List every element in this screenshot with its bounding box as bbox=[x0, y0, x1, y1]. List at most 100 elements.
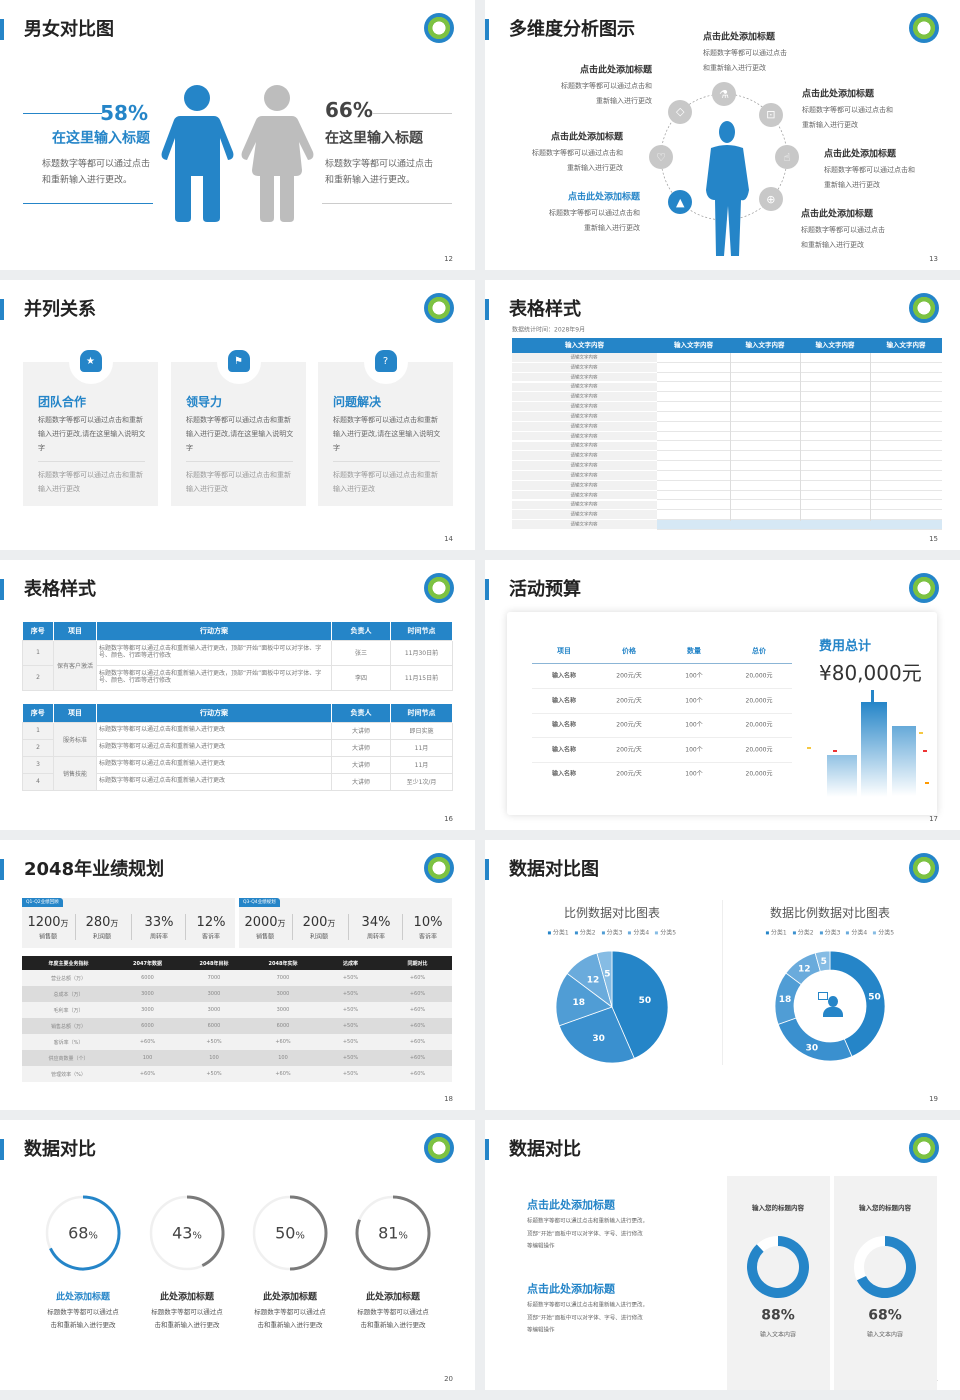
table-cell: +60% bbox=[383, 1018, 452, 1034]
divider-line bbox=[23, 203, 153, 204]
title-accent-bar bbox=[485, 579, 489, 600]
low-building bbox=[827, 755, 857, 797]
card-sub-text: 标题数字等都可以通过点击和重新输入进行更改 bbox=[333, 471, 438, 493]
legend-swatch bbox=[873, 931, 877, 935]
period-tag: Q1-Q2业绩回顾 bbox=[22, 898, 63, 907]
deadline: 11月30日前 bbox=[390, 639, 453, 666]
stat-value: 1200万 bbox=[27, 915, 68, 931]
title-accent-bar bbox=[485, 859, 489, 880]
data-label: 30 bbox=[806, 1044, 819, 1054]
deadline: 即日实施 bbox=[390, 721, 453, 740]
legend-item: 分类2 bbox=[574, 929, 596, 936]
slide-18[interactable]: 2048年业绩规划 18 Q1-Q2业绩回顾 1200万 销售额 280万 利润额 33% 周转… bbox=[0, 840, 475, 1110]
feature-card bbox=[23, 362, 158, 506]
metric-card bbox=[727, 1176, 830, 1390]
legend-swatch bbox=[655, 931, 659, 935]
data-label: 12 bbox=[798, 964, 811, 974]
data-date-label: 数据统计时间：2028年9月 bbox=[512, 326, 586, 334]
action-plan: 标题数字等都可以通过点击和重新输入进行更改，顶部“开始”面板中可以对字体、字号、… bbox=[96, 664, 332, 691]
item-heading: 此处添加标题 bbox=[365, 1292, 421, 1303]
page-number: 16 bbox=[444, 814, 453, 823]
column-header: 数量 bbox=[687, 646, 701, 655]
row-number: 2 bbox=[22, 664, 54, 691]
legend-item: 分类2 bbox=[792, 929, 814, 937]
stat-divider bbox=[347, 914, 349, 940]
slide-13[interactable]: 多维度分析图示 13 ⚗ ⊡ ☝ ⊕ ▲ ♡ ◇ 点击此处添加标题 标题数字等都可以通过点击 和重新输… bbox=[485, 0, 960, 270]
table-cell: 3000 bbox=[115, 986, 180, 1002]
table-cell: 输入名称 bbox=[551, 697, 577, 704]
legend-label: 分类1 bbox=[770, 929, 787, 937]
school-emblem-logo bbox=[909, 293, 939, 323]
stat-value: 33% bbox=[145, 915, 174, 931]
stat-divider bbox=[130, 914, 132, 940]
table-cell: 200元/天 bbox=[616, 697, 642, 704]
slide-16[interactable]: 表格样式 16 序号 项目 行动方案 负责人 时间节点 1 保有客户激活 标题数字等都可以通过点击… bbox=[0, 560, 475, 830]
table-row: 营业总额（万） 6000 7000 7000 +50% +60% bbox=[22, 970, 452, 986]
table-row-first-cell bbox=[512, 431, 657, 442]
table-cell: 6000 bbox=[115, 970, 180, 986]
legend-label: 分类2 bbox=[797, 929, 814, 937]
column-header: 时间节点 bbox=[390, 622, 453, 640]
thumbs-up-icon: ☝ bbox=[775, 145, 799, 169]
slide-20[interactable]: 数据对比 20 68% 此处添加标题 标题数字等都可以通过点 击和重新输入进行更改 43% 此… bbox=[0, 1120, 475, 1390]
title-accent-bar bbox=[485, 299, 489, 320]
table-row-first-cell bbox=[512, 451, 657, 462]
card-sub-text: 标题数字等都可以通过点击和重新输入进行更改 bbox=[38, 471, 143, 493]
table-cell: +60% bbox=[383, 1050, 452, 1066]
legend-swatch bbox=[792, 931, 796, 935]
stat-unit: 万 bbox=[60, 919, 69, 929]
table-cell: 输入名称 bbox=[551, 672, 577, 680]
card-sub-text: 标题数字等都可以通过点击和重新输入进行更改 bbox=[186, 471, 291, 493]
confetti bbox=[807, 747, 811, 749]
school-emblem-logo bbox=[424, 293, 454, 323]
block-heading: 点击此处添加标题 bbox=[527, 1198, 615, 1212]
slice-分类5 bbox=[814, 950, 831, 972]
stat-label: 客诉率 bbox=[201, 933, 221, 941]
progress-ring bbox=[149, 1195, 225, 1271]
slide-title: 数据对比 bbox=[509, 1139, 581, 1161]
table-cell: 请输文字内容 bbox=[570, 404, 598, 410]
item-heading: 此处添加标题 bbox=[262, 1292, 318, 1303]
feature-card bbox=[318, 362, 453, 506]
divider-line bbox=[373, 113, 452, 114]
slide-12[interactable]: 男女对比图 12 58% 在这里输入标题 标题数字等都可以通过点击 和重新输入进行更改。 6… bbox=[0, 0, 475, 270]
slide-title: 表格样式 bbox=[24, 579, 96, 601]
slide-19[interactable]: 数据对比图 19 比例数据对比图表 分类1 分类2 分类3 分类4 分类5 50 30 18 12 5 数… bbox=[485, 840, 960, 1110]
head bbox=[719, 121, 735, 143]
businessman-silhouette bbox=[706, 121, 749, 256]
item-body-text: 重新输入进行更改 bbox=[567, 163, 623, 172]
table-row bbox=[657, 363, 942, 373]
legend-item: 分类5 bbox=[655, 929, 676, 936]
table-cell: 请输文字内容 bbox=[570, 355, 598, 361]
slide-17[interactable]: 活动预算 17 项目 价格 数量 总价 输入名称 200元/天 100个 20,000元 输入名称 2… bbox=[485, 560, 960, 830]
column-header: 时间节点 bbox=[390, 704, 453, 722]
table-cell: 请输文字内容 bbox=[570, 433, 598, 439]
progress-ring bbox=[45, 1195, 121, 1271]
legend-label: 分类4 bbox=[633, 929, 650, 937]
table-row bbox=[657, 501, 942, 511]
owner: 张三 bbox=[331, 639, 391, 666]
table-cell: 请输文字内容 bbox=[570, 483, 598, 489]
slice-分类5 bbox=[596, 950, 613, 1008]
donut-progress bbox=[747, 1236, 809, 1298]
item-body-text: 标题数字等都可以通过点击和 bbox=[802, 105, 893, 114]
column-header: 达成率 bbox=[318, 956, 383, 970]
school-emblem-logo bbox=[909, 853, 939, 883]
table-cell: 20,000元 bbox=[745, 721, 773, 729]
chart-title: 比例数据对比图表 bbox=[563, 905, 661, 920]
legend-item: 分类3 bbox=[601, 929, 622, 936]
table-row: 2 标题数字等都可以通过点击和重新输入进行更改 大讲师 11月 bbox=[22, 738, 453, 757]
stat-number: 34% bbox=[361, 915, 391, 931]
slide-15[interactable]: 表格样式 15 数据统计时间：2028年9月 输入文字内容 输入文字内容 输入文字内容 输入… bbox=[485, 280, 960, 550]
data-label: 12 bbox=[587, 975, 600, 985]
column-header: 输入文字内容 bbox=[565, 340, 604, 349]
female-heading: 在这里输入标题 bbox=[325, 130, 423, 147]
slide-14[interactable]: 并列关系 14 ★ 团队合作 标题数字等都可以通过点击和重新输入进行更改,请在这里输入说… bbox=[0, 280, 475, 550]
slide-21[interactable]: 数据对比21点击此处添加标题标题数字等都可以通过点击和重新输入进行更改，顶部“开… bbox=[485, 1120, 960, 1390]
table-cell: 请输文字内容 bbox=[570, 492, 598, 498]
stat-number: 1200 bbox=[27, 915, 61, 931]
table-cell: 3000 bbox=[248, 1002, 318, 1018]
ring-number: 43 bbox=[172, 1223, 193, 1243]
table-cell: 请输文字内容 bbox=[570, 443, 598, 449]
pie-chart: 50 30 18 12 5 bbox=[555, 950, 669, 1064]
